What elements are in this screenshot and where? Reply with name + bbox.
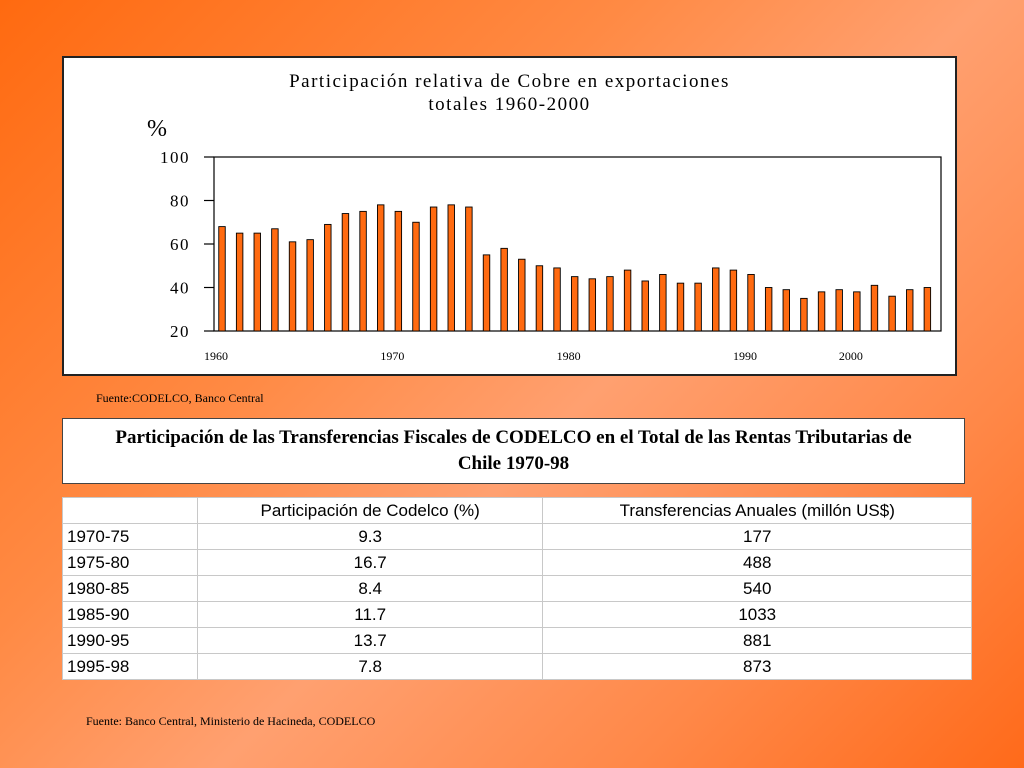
bar [623,269,632,332]
bar [817,291,826,332]
bar [888,295,896,332]
x-tick-label: 1960 [204,349,228,363]
cell-transfers: 873 [542,653,972,680]
table-source-note: Fuente: Banco Central, Ministerio de Hac… [86,714,376,728]
bar [906,289,914,332]
bar [729,269,738,332]
bar [853,291,861,332]
bar [465,206,473,332]
bar [800,297,808,332]
bar [606,276,614,332]
bar [870,284,879,332]
header-participation: Participación de Codelco (%) [196,497,544,524]
bar [218,226,226,332]
bar [747,273,755,332]
bar [253,232,261,332]
cell-period: 1990-95 [62,627,198,654]
y-tick-label: 60 [170,235,190,254]
table-row: 1990-95 13.7 881 [62,627,972,654]
table-row: 1975-80 16.7 488 [62,549,972,576]
cell-period: 1980-85 [62,575,198,602]
bar [482,254,491,332]
y-axis-label: % [147,116,167,142]
bar [923,287,932,332]
chart-source-note: Fuente:CODELCO, Banco Central [96,391,264,405]
bar [570,276,579,332]
y-tick-label: 80 [170,192,190,211]
bar-series [218,204,932,332]
table-header-row: Participación de Codelco (%) Transferenc… [62,497,972,524]
bar [694,282,702,332]
table-row: 1985-90 11.7 1033 [62,601,972,628]
cell-participation: 13.7 [196,627,544,654]
bar [324,223,332,332]
bar [306,239,314,332]
bar [588,278,597,332]
chart-title-line-1: Participación relativa de Cobre en expor… [289,71,730,92]
y-tick-label: 20 [170,322,190,341]
cell-participation: 16.7 [196,549,544,576]
bar [394,210,403,332]
table-title: Participación de las Transferencias Fisc… [115,427,912,474]
bar [429,206,438,332]
cell-participation: 8.4 [196,575,544,602]
bar [835,289,843,332]
cell-participation: 7.8 [196,653,544,680]
bar [712,267,720,332]
table-row: 1970-75 9.3 177 [62,523,972,550]
cell-period: 1975-80 [62,549,198,576]
header-period [62,497,198,524]
bar [500,247,508,332]
x-axis: 1960 1970 1980 1990 2000 [204,349,863,363]
bar [659,273,667,332]
bar [377,204,385,332]
chart-title: Participación relativa de Cobre en expor… [64,70,955,116]
cell-period: 1970-75 [62,523,198,550]
table-title-panel: Participación de las Transferencias Fisc… [62,418,965,484]
bar [359,210,367,332]
bar [235,232,244,332]
bar [553,267,561,332]
transfers-table: Participación de Codelco (%) Transferenc… [62,497,972,680]
bar [535,265,544,332]
chart-title-line-2: totales 1960-2000 [428,94,591,115]
cell-transfers: 488 [542,549,972,576]
header-transfers: Transferencias Anuales (millón US$) [542,497,972,524]
x-tick-label: 2000 [839,349,863,363]
bar [676,282,685,332]
table-row: 1995-98 7.8 873 [62,653,972,680]
bar [288,241,297,332]
bar [641,280,649,332]
y-tick-label: 100 [160,148,190,167]
x-tick-label: 1990 [733,349,757,363]
cell-period: 1995-98 [62,653,198,680]
x-tick-label: 1980 [557,349,581,363]
cell-transfers: 881 [542,627,972,654]
cell-participation: 11.7 [196,601,544,628]
bar [447,204,455,332]
bar [412,221,420,332]
cell-period: 1985-90 [62,601,198,628]
chart-panel: Participación relativa de Cobre en expor… [62,56,957,376]
bar-chart: % 100 80 60 40 20 1960 1970 1980 1990 2000 [147,116,942,363]
x-tick-label: 1970 [380,349,404,363]
y-tick-label: 40 [170,279,190,298]
bar [764,287,773,332]
bar [782,289,790,332]
bar [341,213,350,332]
cell-participation: 9.3 [196,523,544,550]
cell-transfers: 540 [542,575,972,602]
cell-transfers: 177 [542,523,972,550]
table-row: 1980-85 8.4 540 [62,575,972,602]
cell-transfers: 1033 [542,601,972,628]
bar [518,258,526,332]
bar [271,228,279,332]
y-axis: 100 80 60 40 20 [160,148,214,341]
